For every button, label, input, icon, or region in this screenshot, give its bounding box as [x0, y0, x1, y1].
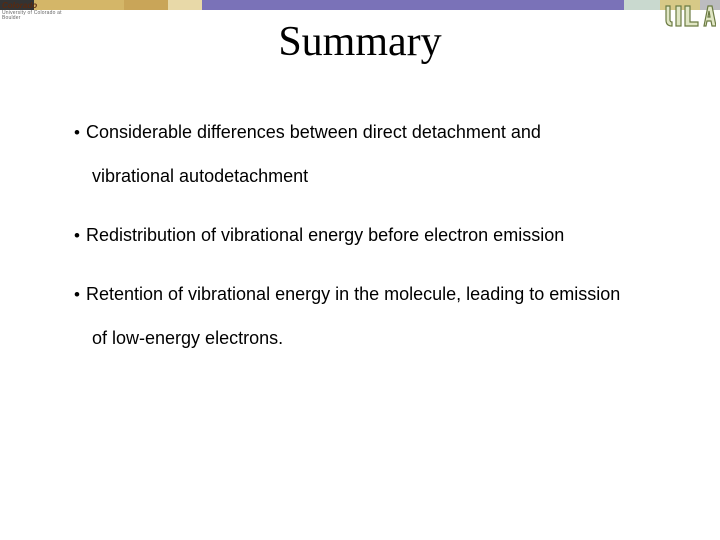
bullet-dot-icon: •: [74, 120, 80, 146]
page-title: Summary: [0, 18, 720, 66]
bullet-2: • Redistribution of vibrational energy b…: [74, 223, 690, 249]
bullet-2-line1: Redistribution of vibrational energy bef…: [86, 223, 690, 248]
bullet-3-line1: Retention of vibrational energy in the m…: [86, 282, 690, 307]
slide: Colorado University of Colorado at Bould…: [0, 0, 720, 540]
body-content: • Considerable differences between direc…: [74, 120, 690, 351]
bullet-1-line1: Considerable differences between direct …: [86, 120, 690, 145]
bullet-1-line2: vibrational autodetachment: [74, 164, 690, 189]
bullet-dot-icon: •: [74, 223, 80, 249]
logo-left-text: Colorado: [2, 1, 37, 10]
bullet-dot-icon: •: [74, 282, 80, 308]
header-accent-bar: [0, 0, 720, 10]
bullet-3-line2: of low-energy electrons.: [74, 326, 690, 351]
bullet-1: • Considerable differences between direc…: [74, 120, 690, 189]
bullet-3: • Retention of vibrational energy in the…: [74, 282, 690, 351]
